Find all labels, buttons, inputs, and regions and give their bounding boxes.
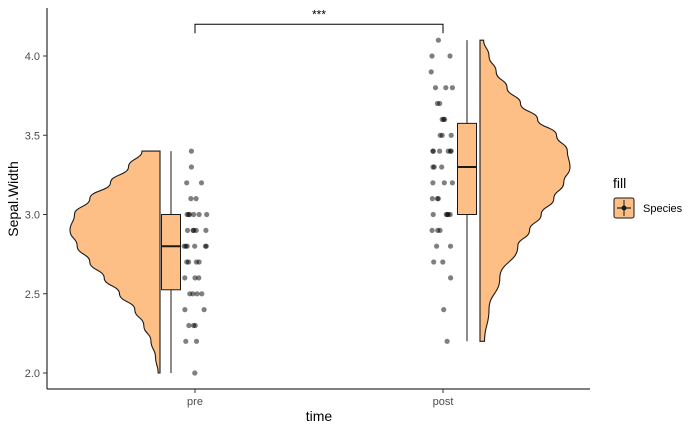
data-point xyxy=(430,164,436,170)
group-post xyxy=(428,37,571,344)
data-point xyxy=(186,211,192,218)
data-point xyxy=(201,307,207,313)
data-point xyxy=(430,211,436,218)
data-point xyxy=(448,275,454,281)
data-point xyxy=(191,211,197,218)
data-point xyxy=(434,196,441,202)
legend-key xyxy=(613,197,635,219)
x-tick-label: pre xyxy=(187,396,203,408)
box-post xyxy=(457,122,477,215)
density-cloud-pre xyxy=(69,150,161,374)
significance-line xyxy=(194,23,444,34)
data-point xyxy=(440,259,446,265)
data-point xyxy=(203,227,209,233)
data-point xyxy=(441,180,447,186)
data-point xyxy=(183,338,189,344)
data-point xyxy=(193,227,199,233)
legend-label-species: Species xyxy=(643,203,683,215)
data-point xyxy=(193,338,200,344)
density-cloud-post xyxy=(479,39,571,342)
x-tick-label: post xyxy=(433,396,454,408)
data-point xyxy=(184,180,190,186)
data-point xyxy=(196,275,202,281)
data-point xyxy=(182,275,188,281)
y-axis-title: Sepal.Width xyxy=(5,161,21,236)
data-point xyxy=(184,259,190,265)
data-point xyxy=(192,243,198,249)
data-point xyxy=(429,196,435,202)
y-axis-ticks: 2.0 2.5 3.0 3.5 4.0 xyxy=(25,51,47,380)
significance-bracket: *** xyxy=(194,7,444,34)
data-point xyxy=(204,211,210,218)
data-point xyxy=(182,307,188,313)
data-point xyxy=(447,243,454,249)
data-point xyxy=(430,148,436,154)
data-point xyxy=(443,85,449,91)
legend-title: fill xyxy=(613,175,626,191)
data-point xyxy=(448,132,454,138)
significance-label: *** xyxy=(312,7,326,21)
x-axis-ticks: pre post xyxy=(187,389,453,408)
legend: fill Species xyxy=(613,175,683,219)
data-point xyxy=(188,196,194,202)
data-point xyxy=(192,370,198,376)
data-point xyxy=(439,116,445,122)
data-point xyxy=(186,322,192,329)
data-point xyxy=(428,69,434,75)
data-point xyxy=(449,180,455,186)
data-point xyxy=(184,227,191,233)
data-point xyxy=(188,148,194,154)
legend-key-point xyxy=(621,205,627,211)
y-tick-label: 2.0 xyxy=(25,368,40,380)
data-point xyxy=(199,291,205,297)
data-point xyxy=(437,148,443,154)
data-point xyxy=(445,148,451,154)
data-point xyxy=(434,100,440,107)
data-point xyxy=(449,85,455,91)
data-point xyxy=(430,180,436,186)
data-point xyxy=(435,37,441,43)
data-point xyxy=(443,211,449,218)
data-point xyxy=(447,53,453,59)
data-point xyxy=(192,322,198,329)
data-point xyxy=(432,85,439,91)
data-point xyxy=(434,243,440,249)
data-point xyxy=(429,53,435,59)
data-point xyxy=(203,243,209,249)
data-point xyxy=(194,291,200,297)
data-point xyxy=(431,259,437,265)
x-axis-title: time xyxy=(306,408,333,424)
data-point xyxy=(441,307,447,313)
y-tick-label: 3.5 xyxy=(25,130,40,142)
data-point xyxy=(193,196,199,202)
y-tick-label: 2.5 xyxy=(25,289,40,301)
y-tick-label: 4.0 xyxy=(25,51,40,63)
data-point xyxy=(192,275,198,281)
data-point xyxy=(439,164,445,170)
data-point xyxy=(188,164,194,170)
group-pre xyxy=(69,148,210,376)
y-tick-label: 3.0 xyxy=(25,210,40,222)
data-point xyxy=(196,211,202,218)
data-point xyxy=(435,227,441,233)
data-point xyxy=(187,291,193,297)
box-pre xyxy=(161,214,181,291)
data-point xyxy=(444,338,450,344)
data-point xyxy=(193,259,199,265)
data-point xyxy=(439,132,445,138)
data-point xyxy=(429,227,435,233)
data-point xyxy=(183,243,189,249)
plot-area xyxy=(69,37,571,376)
data-point xyxy=(198,180,205,186)
